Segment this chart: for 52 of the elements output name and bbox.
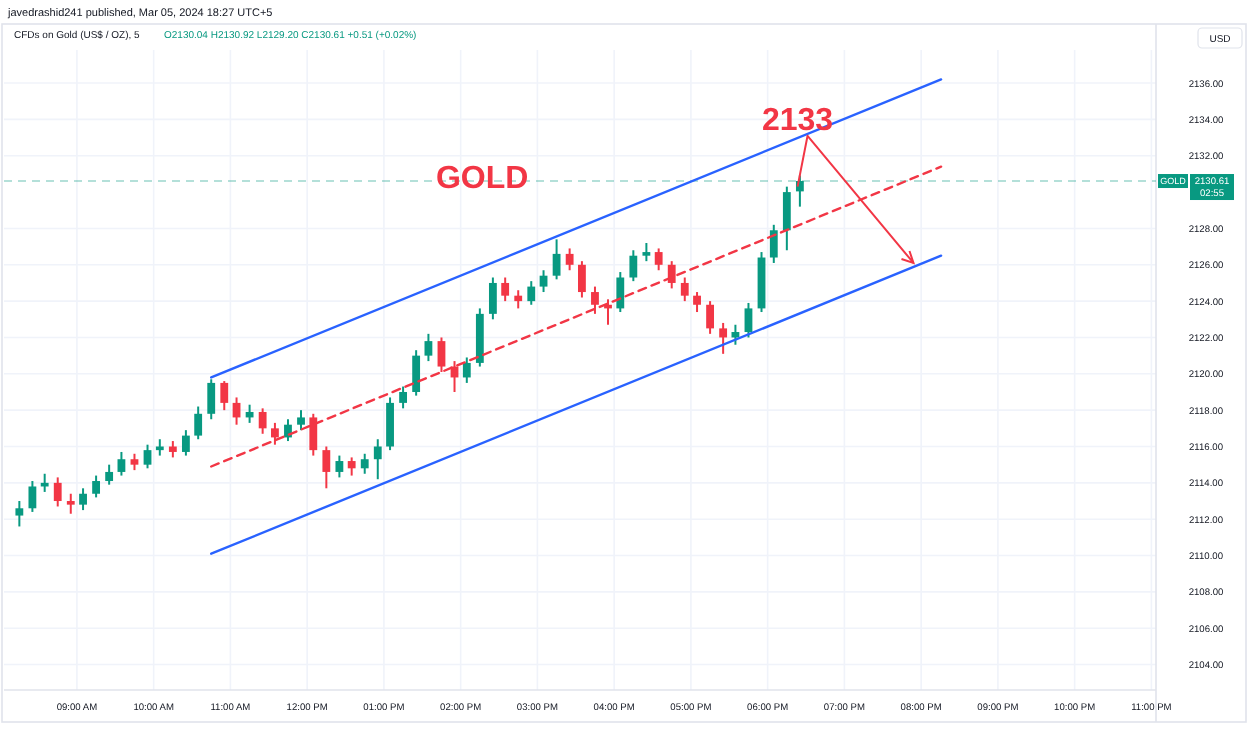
candlestick [271,421,279,446]
candlestick [424,332,433,363]
candlestick [539,269,548,294]
candlestick [322,445,331,490]
candlestick [462,356,471,384]
candlestick [207,378,216,421]
candlestick [744,301,753,339]
candlestick [514,289,523,310]
candlestick [654,247,663,272]
candlestick [309,412,318,457]
candlestick [667,260,676,290]
candlestick [92,474,101,499]
candlestick [591,285,599,315]
candlestick [258,407,267,435]
annotation: GOLD [435,162,529,197]
candlestick [386,396,394,452]
candlestick [194,405,203,441]
candlestick [15,500,24,528]
candlestick [501,276,510,303]
candlestick [719,321,728,355]
candlestick [28,480,37,513]
candlestick [245,403,254,424]
candlestick [412,349,421,397]
candlestick [769,223,778,264]
candlestick [66,492,75,515]
candlestick [117,450,126,477]
candlestick [399,385,408,410]
candlestick [373,438,382,481]
candlestick [488,276,497,321]
candlestick [782,185,791,252]
candlestick [181,429,190,457]
candlestick [143,443,152,470]
candlestick [578,260,586,299]
candlestick [642,241,651,263]
candlestick [79,487,87,512]
candlestick [680,276,689,303]
candlestick [335,454,344,479]
annotation: 2133 [761,103,834,138]
candlestick [629,249,638,283]
candlestick [616,271,625,314]
candlestick [437,336,446,373]
candlestick [552,238,561,281]
candlestick [347,456,356,477]
candlestick [565,247,574,272]
candlestick [706,300,714,335]
candlestick [360,452,369,475]
candlestick [105,463,114,486]
candlestick [220,380,229,412]
candlestick [53,476,62,508]
candlestick [527,280,536,306]
candlestick [297,409,305,432]
candlestick [693,291,701,314]
